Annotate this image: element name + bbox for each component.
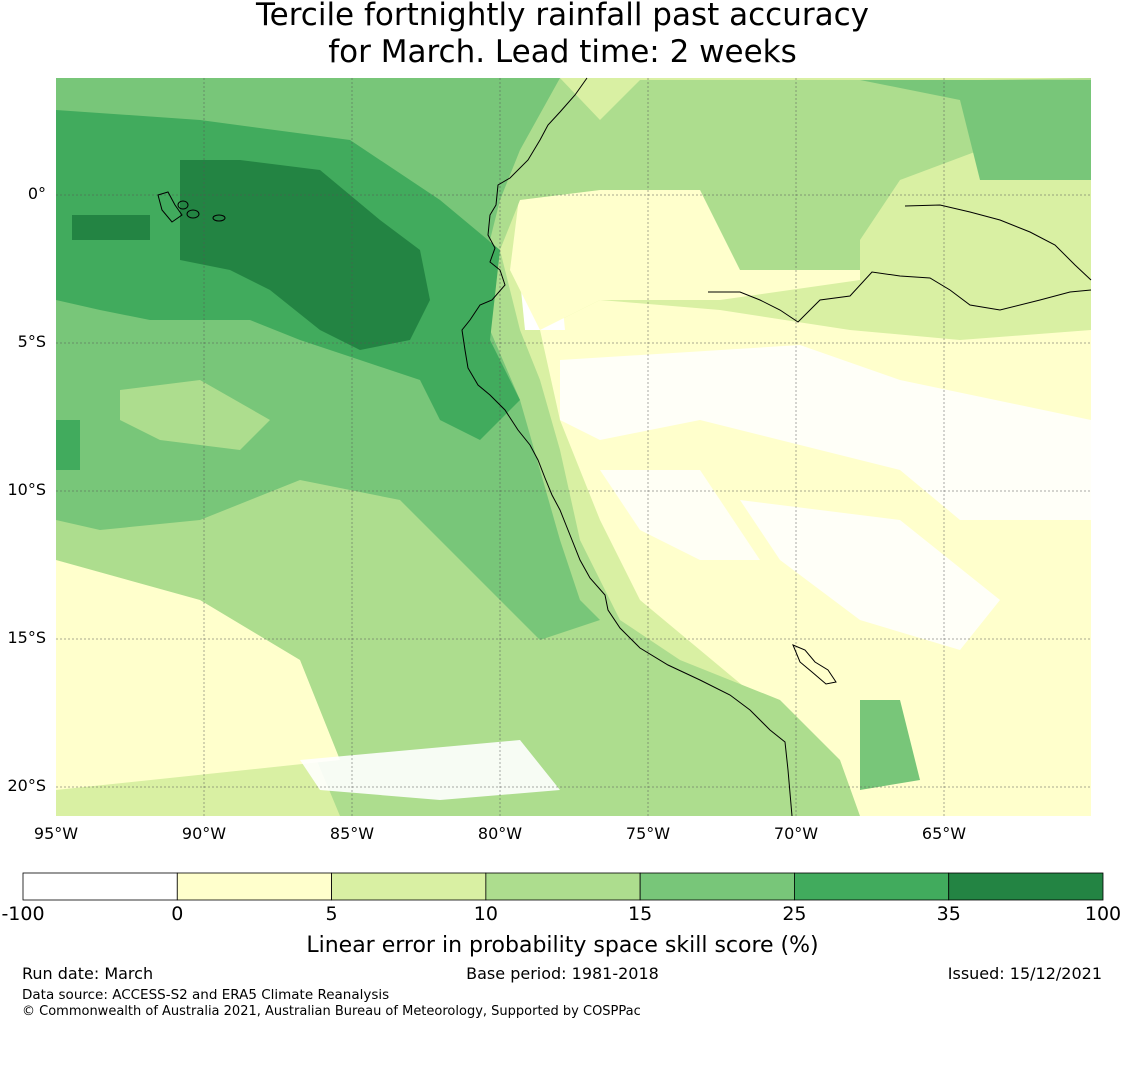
lon-tick-80w: 80°W xyxy=(477,824,523,843)
lon-tick-70w: 70°W xyxy=(773,824,819,843)
colorbar-segment xyxy=(485,872,641,901)
colorbar-segment xyxy=(794,872,950,901)
base-period: Base period: 1981-2018 xyxy=(466,964,659,983)
map-gridlines xyxy=(56,78,1091,816)
colorbar-segment xyxy=(22,872,178,901)
run-date: Run date: March xyxy=(22,964,154,983)
colorbar-segment xyxy=(331,872,487,901)
river xyxy=(708,271,1092,323)
skill-field xyxy=(56,78,1091,816)
lon-tick-65w: 65°W xyxy=(921,824,967,843)
lon-tick-75w: 75°W xyxy=(625,824,671,843)
colorbar-tick-label: -100 xyxy=(1,903,45,925)
map-title-line2: for March. Lead time: 2 weeks xyxy=(328,34,797,70)
lat-tick-20s: 20°S xyxy=(7,776,46,795)
colorbar-tick-label: 10 xyxy=(473,903,498,925)
galapagos-islands xyxy=(157,191,226,223)
lon-tick-95w: 95°W xyxy=(33,824,79,843)
colorbar-segment xyxy=(948,872,1104,901)
lat-tick-10s: 10°S xyxy=(7,480,46,499)
copyright: © Commonwealth of Australia 2021, Austra… xyxy=(22,1004,641,1019)
colorbar-tick-label: 35 xyxy=(936,903,961,925)
colorbar-segment xyxy=(176,872,332,901)
lon-tick-90w: 90°W xyxy=(181,824,227,843)
river-north xyxy=(904,204,1092,281)
data-source: Data source: ACCESS-S2 and ERA5 Climate … xyxy=(22,987,390,1003)
lat-tick-15s: 15°S xyxy=(7,628,46,647)
lat-tick-5s: 5°S xyxy=(17,332,46,351)
coastline xyxy=(461,77,793,817)
colorbar-tick-label: 5 xyxy=(325,903,338,925)
colorbar-tick-label: 25 xyxy=(782,903,807,925)
lon-tick-85w: 85°W xyxy=(329,824,375,843)
map-title-line1: Tercile fortnightly rainfall past accura… xyxy=(255,0,870,33)
colorbar-tick-label: 100 xyxy=(1084,903,1122,925)
lake-titicaca xyxy=(792,644,837,685)
colorbar-tick-label: 0 xyxy=(171,903,184,925)
issued-date: Issued: 15/12/2021 xyxy=(947,964,1102,983)
colorbar xyxy=(22,872,1104,901)
skill-map xyxy=(56,77,1092,817)
colorbar-segment xyxy=(639,872,795,901)
colorbar-label: Linear error in probability space skill … xyxy=(306,933,819,958)
colorbar-tick-label: 15 xyxy=(628,903,653,925)
lat-tick-0: 0° xyxy=(27,184,46,203)
